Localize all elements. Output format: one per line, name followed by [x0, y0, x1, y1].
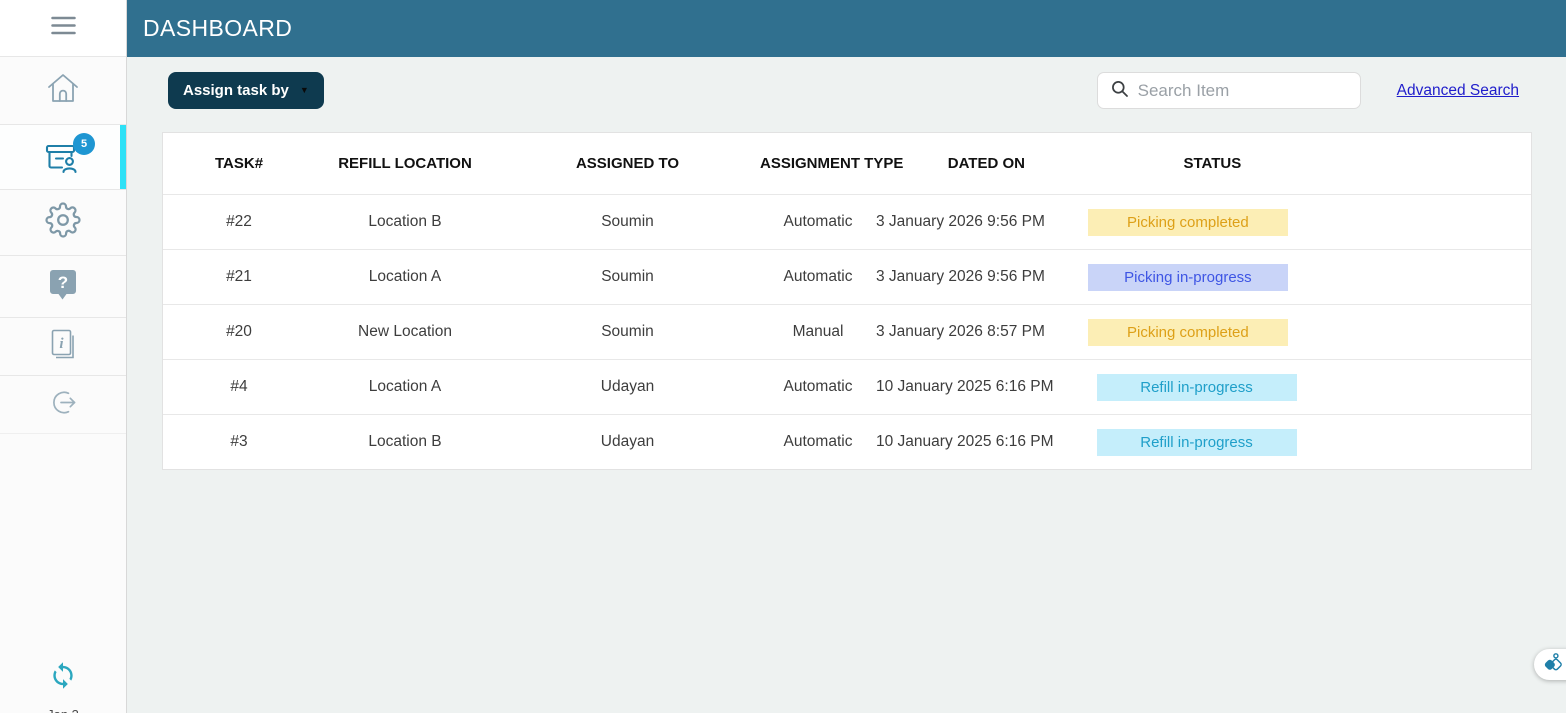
cell-dated-on: 3 January 2026 8:57 PM [876, 323, 1045, 340]
settings-gear-icon [45, 202, 81, 243]
hamburger-menu-icon [50, 15, 77, 41]
toolbar: Assign task by ▼ Advanced Search [127, 57, 1566, 109]
sidebar-item-tasks[interactable]: 5 [0, 125, 126, 190]
search-input[interactable] [1137, 80, 1360, 101]
refresh-icon [49, 662, 78, 694]
sidebar-item-info[interactable]: i [0, 318, 126, 376]
accessibility-widget-button[interactable] [1534, 649, 1566, 680]
cell-task: #3 [230, 433, 248, 450]
main-content: Assign task by ▼ Advanced Search TASK# R… [127, 57, 1566, 713]
cell-assigned-to: Soumin [601, 268, 654, 285]
cell-assigned-to: Soumin [601, 323, 654, 340]
cell-assignment-type: Automatic [783, 433, 853, 450]
home-icon [45, 72, 81, 109]
cell-assignment-type: Automatic [783, 213, 853, 230]
accessibility-icon [1542, 652, 1565, 678]
cell-status: Picking completed [1045, 208, 1331, 236]
tasks-icon: 5 [44, 132, 95, 174]
status-badge: Refill in-progress [1096, 428, 1297, 456]
help-icon: ? [48, 268, 78, 306]
table-row: #20 New Location Soumin Manual 3 January… [163, 304, 1531, 359]
cell-task: #21 [226, 268, 252, 285]
status-badge: Picking in-progress [1087, 263, 1288, 291]
column-header-dated-on: DATED ON [947, 155, 1025, 172]
cell-refill-location: New Location [358, 323, 452, 340]
sidebar-item-settings[interactable] [0, 190, 126, 256]
status-badge: Picking completed [1087, 318, 1288, 346]
sidebar-item-logout[interactable] [0, 376, 126, 434]
svg-text:i: i [59, 336, 64, 352]
cell-assigned-to: Udayan [600, 378, 655, 395]
cell-dated-on: 3 January 2026 9:56 PM [876, 213, 1045, 230]
cell-status: Picking in-progress [1045, 263, 1331, 291]
cell-task: #4 [230, 378, 248, 395]
column-header-assigned-to: ASSIGNED TO [575, 155, 680, 172]
cell-task: #20 [226, 323, 252, 340]
cell-dated-on: 3 January 2026 9:56 PM [876, 268, 1045, 285]
status-badge: Picking completed [1087, 208, 1288, 236]
cell-refill-location: Location A [368, 378, 442, 395]
assign-task-by-label: Assign task by [183, 82, 289, 99]
advanced-search-link[interactable]: Advanced Search [1396, 81, 1519, 99]
table-row: #22 Location B Soumin Automatic 3 Januar… [163, 194, 1531, 249]
search-box [1096, 72, 1361, 109]
top-header-bar: DASHBOARD [127, 0, 1566, 57]
cell-assignment-type: Automatic [783, 268, 853, 285]
table-row: #4 Location A Udayan Automatic 10 Januar… [163, 359, 1531, 414]
column-header-status: STATUS [1183, 155, 1242, 172]
column-header-assignment-type: ASSIGNMENT TYPE [760, 155, 904, 172]
sidebar-footer-date: Jan 3 [47, 707, 79, 713]
table-row: #21 Location A Soumin Automatic 3 Januar… [163, 249, 1531, 304]
sidebar-item-home[interactable] [0, 57, 126, 125]
tasks-table: TASK# REFILL LOCATION ASSIGNED TO ASSIGN… [162, 132, 1532, 470]
cell-status: Refill in-progress [1054, 373, 1340, 401]
search-icon [1110, 79, 1129, 103]
cell-status: Refill in-progress [1054, 428, 1340, 456]
status-badge: Refill in-progress [1096, 373, 1297, 401]
table-header-row: TASK# REFILL LOCATION ASSIGNED TO ASSIGN… [163, 133, 1531, 194]
cell-refill-location: Location A [368, 268, 442, 285]
tasks-count-badge: 5 [73, 132, 95, 155]
info-document-icon: i [49, 328, 78, 365]
cell-task: #22 [226, 213, 252, 230]
cell-assignment-type: Automatic [783, 378, 853, 395]
table-body: #22 Location B Soumin Automatic 3 Januar… [163, 194, 1531, 469]
cell-refill-location: Location B [368, 433, 442, 450]
cell-assigned-to: Soumin [601, 213, 654, 230]
cell-refill-location: Location B [368, 213, 442, 230]
column-header-refill-location: REFILL LOCATION [338, 155, 472, 172]
cell-dated-on: 10 January 2025 6:16 PM [876, 378, 1054, 395]
refresh-button[interactable] [49, 660, 78, 691]
sidebar-item-menu[interactable] [0, 0, 126, 57]
cell-dated-on: 10 January 2025 6:16 PM [876, 433, 1054, 450]
table-row: #3 Location B Udayan Automatic 10 Januar… [163, 414, 1531, 469]
column-header-task: TASK# [214, 155, 264, 172]
cell-assigned-to: Udayan [600, 433, 655, 450]
svg-text:?: ? [58, 273, 68, 292]
logout-icon [48, 387, 79, 423]
active-indicator [120, 125, 126, 189]
cell-assignment-type: Manual [792, 323, 844, 340]
sidebar-item-help[interactable]: ? [0, 256, 126, 318]
page-title: DASHBOARD [143, 15, 293, 41]
cell-status: Picking completed [1045, 318, 1331, 346]
assign-task-by-dropdown[interactable]: Assign task by ▼ [168, 72, 324, 109]
sidebar: 5 ? i [0, 0, 127, 713]
chevron-down-icon: ▼ [299, 85, 309, 95]
